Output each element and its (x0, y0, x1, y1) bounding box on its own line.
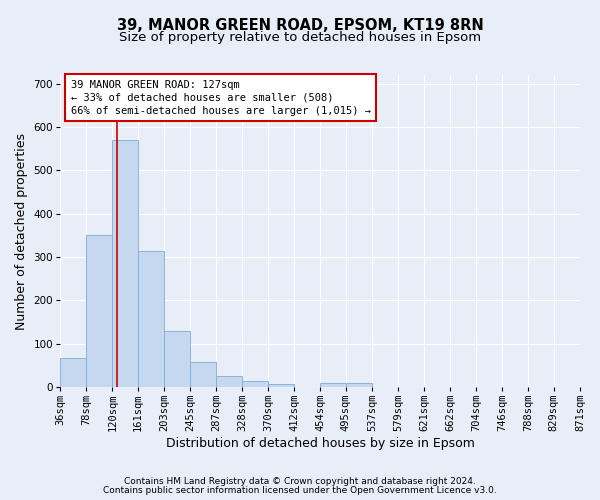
Bar (190, 362, 217, 387)
Bar (112, 140, 138, 387)
Bar (268, 384, 294, 387)
Y-axis label: Number of detached properties: Number of detached properties (15, 132, 28, 330)
Text: Contains public sector information licensed under the Open Government Licence v3: Contains public sector information licen… (103, 486, 497, 495)
Text: 39 MANOR GREEN ROAD: 127sqm
← 33% of detached houses are smaller (508)
66% of se: 39 MANOR GREEN ROAD: 127sqm ← 33% of det… (71, 80, 371, 116)
X-axis label: Distribution of detached houses by size in Epsom: Distribution of detached houses by size … (166, 437, 475, 450)
Bar (60, 358, 86, 387)
Bar (86, 236, 112, 387)
Text: 39, MANOR GREEN ROAD, EPSOM, KT19 8RN: 39, MANOR GREEN ROAD, EPSOM, KT19 8RN (116, 18, 484, 32)
Text: Size of property relative to detached houses in Epsom: Size of property relative to detached ho… (119, 31, 481, 44)
Bar (242, 381, 268, 387)
Bar (217, 376, 242, 387)
Bar (320, 383, 346, 387)
Bar (164, 330, 190, 387)
Bar (346, 383, 372, 387)
Bar (138, 250, 164, 387)
Text: Contains HM Land Registry data © Crown copyright and database right 2024.: Contains HM Land Registry data © Crown c… (124, 477, 476, 486)
